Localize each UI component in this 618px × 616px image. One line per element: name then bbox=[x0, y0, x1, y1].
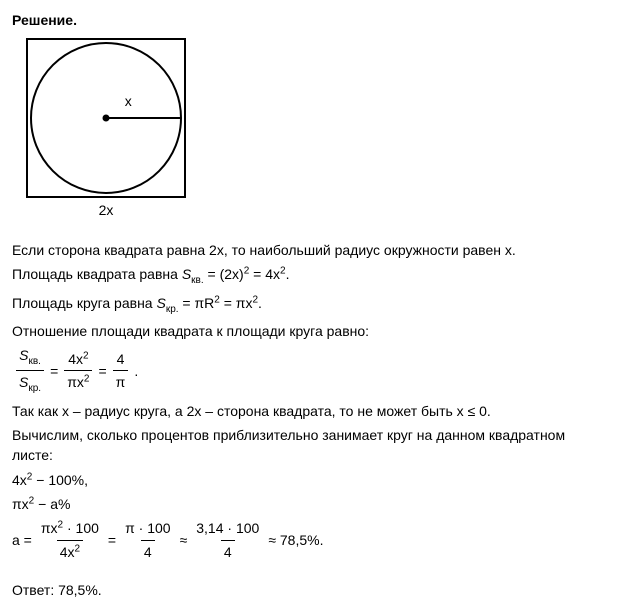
l10pre: a = bbox=[12, 530, 32, 550]
text-line-9: πx2 − a% bbox=[12, 494, 606, 514]
l3-mid: = πx bbox=[220, 295, 253, 311]
f1ds: 2 bbox=[75, 543, 81, 554]
f3n: 3,14 · 100 bbox=[193, 518, 262, 539]
solution-heading: Решение. bbox=[12, 12, 606, 28]
text-line-7: Вычислим, сколько процентов приблизитель… bbox=[12, 425, 606, 466]
l8b: − 100%, bbox=[32, 472, 88, 488]
l2-mid: = 4x bbox=[249, 266, 280, 282]
text-line-6: Так как х – радиус круга, а 2х – сторона… bbox=[12, 401, 606, 421]
radius-label: x bbox=[125, 93, 132, 109]
l3-end: . bbox=[258, 295, 262, 311]
eq3: = bbox=[108, 530, 116, 550]
rd-sub: кр. bbox=[28, 383, 41, 394]
text-line-1: Если сторона квадрата равна 2х, то наибо… bbox=[12, 240, 606, 260]
f3d: 4 bbox=[221, 540, 235, 562]
l2-end: . bbox=[286, 266, 290, 282]
text-line-8: 4x2 − 100%, bbox=[12, 470, 606, 490]
l3-pre: Площадь круга равна bbox=[12, 295, 156, 311]
eq2: = bbox=[98, 361, 106, 381]
rd3: π bbox=[113, 370, 129, 392]
text-line-2: Площадь квадрата равна Sкв. = (2x)2 = 4x… bbox=[12, 264, 606, 288]
rn3: 4 bbox=[114, 349, 128, 370]
rd2s: 2 bbox=[84, 374, 90, 385]
l9a: πx bbox=[12, 496, 29, 512]
a-formula: a = πx2 · 100 4x2 = π · 100 4 ≈ 3,14 · 1… bbox=[12, 518, 606, 562]
l9b: − a% bbox=[34, 496, 70, 512]
radius-line bbox=[106, 117, 181, 119]
l3-eq: = πR bbox=[179, 295, 215, 311]
l2-eq: = (2x) bbox=[204, 266, 244, 282]
frac-4-pi: 4 π bbox=[113, 349, 129, 393]
l10end: ≈ 78,5%. bbox=[268, 530, 323, 550]
text-line-4: Отношение площади квадрата к площади кру… bbox=[12, 321, 606, 341]
rd2a: πx bbox=[67, 374, 84, 390]
figure-container: x 2x bbox=[26, 38, 606, 218]
l2-sym: S bbox=[182, 266, 191, 282]
rn2a: 4x bbox=[68, 351, 83, 367]
rn2s: 2 bbox=[83, 351, 89, 362]
frac-a2: π · 100 4 bbox=[122, 518, 173, 562]
rn-sub: кв. bbox=[28, 356, 40, 367]
frac-4x2-pix2: 4x2 πx2 bbox=[64, 349, 92, 393]
f2n: π · 100 bbox=[122, 518, 173, 539]
l2-pre: Площадь квадрата равна bbox=[12, 266, 182, 282]
approx1: ≈ bbox=[180, 530, 188, 550]
f2d: 4 bbox=[141, 540, 155, 562]
l3-sub: кр. bbox=[166, 303, 179, 314]
text-line-3: Площадь круга равна Sкр. = πR2 = πx2. bbox=[12, 293, 606, 317]
side-label: 2x bbox=[26, 202, 186, 218]
ratio-formula: Sкв. Sкр. = 4x2 πx2 = 4 π . bbox=[12, 345, 606, 397]
square-figure: x bbox=[26, 38, 186, 198]
ratio-dot: . bbox=[134, 361, 138, 381]
frac-s-ratio: Sкв. Sкр. bbox=[16, 345, 44, 397]
frac-a1: πx2 · 100 4x2 bbox=[38, 518, 102, 562]
l3-sym: S bbox=[156, 295, 165, 311]
f1da: 4x bbox=[60, 544, 75, 560]
l2-sub: кв. bbox=[191, 275, 203, 286]
answer-line: Ответ: 78,5%. bbox=[12, 580, 606, 600]
l8a: 4x bbox=[12, 472, 27, 488]
eq1: = bbox=[50, 361, 58, 381]
center-point bbox=[103, 115, 110, 122]
frac-a3: 3,14 · 100 4 bbox=[193, 518, 262, 562]
